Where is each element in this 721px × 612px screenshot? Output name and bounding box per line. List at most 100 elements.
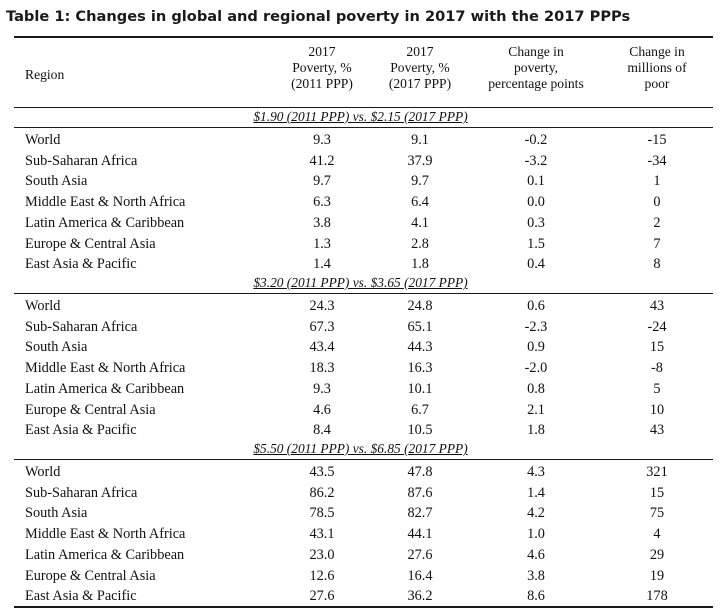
table-row: World 24.3 24.8 0.6 43	[0, 296, 721, 316]
table-row: East Asia & Pacific 1.4 1.8 0.4 8	[0, 254, 721, 274]
change-pp-cell: 0.9	[527, 339, 545, 356]
header-poverty-2011: 2017 Poverty, % (2011 PPP)	[272, 44, 372, 92]
header-poverty-2011-line1: 2017	[308, 44, 336, 59]
change-millions-cell: -24	[647, 318, 667, 335]
change-millions-cell: 75	[649, 505, 665, 522]
poverty-2011-cell: 86.2	[309, 484, 335, 501]
header-change-pp-line2: poverty,	[513, 60, 559, 75]
table-row: East Asia & Pacific 8.4 10.5 1.8 43	[0, 420, 721, 440]
change-millions-cell: 15	[649, 339, 665, 356]
poverty-2017-cell: 4.1	[411, 214, 429, 231]
table-row: East Asia & Pacific 27.6 36.2 8.6 178	[0, 586, 721, 606]
table-row: Latin America & Caribbean 3.8 4.1 0.3 2	[0, 213, 721, 233]
section-label-text: $3.20 (2011 PPP) vs. $3.65 (2017 PPP)	[253, 275, 468, 290]
table-row: South Asia 9.7 9.7 0.1 1	[0, 171, 721, 191]
region-cell: South Asia	[25, 173, 88, 190]
poverty-2011-cell: 43.1	[309, 526, 335, 543]
region-cell: Latin America & Caribbean	[25, 380, 185, 397]
header-poverty-2011-line3: (2011 PPP)	[291, 76, 353, 91]
poverty-2017-cell: 2.8	[411, 235, 429, 252]
poverty-2017-cell: 36.2	[407, 588, 433, 605]
change-pp-cell: -2.0	[524, 360, 548, 377]
region-cell: Sub-Saharan Africa	[25, 152, 138, 169]
poverty-2017-cell: 6.4	[411, 194, 429, 211]
section-label-text: $5.50 (2011 PPP) vs. $6.85 (2017 PPP)	[253, 441, 468, 456]
change-millions-cell: 10	[649, 401, 665, 418]
header-change-millions-line2: millions of	[627, 60, 687, 75]
header-rule	[14, 107, 713, 108]
poverty-2011-cell: 24.3	[309, 298, 335, 314]
region-cell: World	[25, 132, 61, 148]
change-millions-cell: 178	[646, 588, 668, 605]
section-rule	[14, 127, 713, 128]
region-cell: Latin America & Caribbean	[25, 546, 185, 563]
poverty-2011-cell: 9.3	[313, 132, 331, 148]
poverty-2017-cell: 87.6	[407, 484, 433, 501]
change-pp-cell: 4.2	[527, 505, 545, 522]
change-pp-cell: 1.8	[527, 422, 545, 439]
poverty-2011-cell: 41.2	[309, 152, 335, 169]
table-title: Table 1: Changes in global and regional …	[6, 8, 631, 25]
header-change-millions: Change in millions of poor	[607, 44, 707, 92]
table-row: Sub-Saharan Africa 86.2 87.6 1.4 15	[0, 483, 721, 503]
region-cell: East Asia & Pacific	[25, 588, 137, 605]
poverty-2011-cell: 6.3	[313, 194, 331, 211]
region-cell: East Asia & Pacific	[25, 256, 137, 273]
region-cell: Europe & Central Asia	[25, 401, 156, 418]
table-row: Europe & Central Asia 1.3 2.8 1.5 7	[0, 234, 721, 254]
change-millions-cell: 8	[653, 256, 661, 273]
change-millions-cell: 1	[653, 173, 661, 190]
poverty-2017-cell: 10.1	[407, 380, 433, 397]
poverty-2017-cell: 16.3	[407, 360, 433, 377]
change-pp-cell: 0.0	[527, 194, 545, 211]
region-cell: World	[25, 298, 61, 314]
table-row: South Asia 43.4 44.3 0.9 15	[0, 337, 721, 357]
table-row: Sub-Saharan Africa 41.2 37.9 -3.2 -34	[0, 151, 721, 171]
poverty-2017-cell: 47.8	[407, 464, 433, 480]
change-pp-cell: 0.3	[527, 214, 545, 231]
poverty-2011-cell: 43.5	[309, 464, 335, 480]
change-pp-cell: 4.3	[527, 464, 545, 480]
change-millions-cell: 43	[649, 422, 665, 439]
poverty-2011-cell: 1.4	[313, 256, 331, 273]
change-millions-cell: 2	[653, 214, 661, 231]
poverty-2011-cell: 12.6	[309, 567, 335, 584]
change-pp-cell: 0.6	[527, 298, 545, 314]
change-pp-cell: 1.0	[527, 526, 545, 543]
poverty-2011-cell: 27.6	[309, 588, 335, 605]
header-change-millions-line1: Change in	[629, 44, 685, 59]
poverty-2017-cell: 6.7	[411, 401, 429, 418]
change-millions-cell: -8	[651, 360, 663, 377]
poverty-2017-cell: 27.6	[407, 546, 433, 563]
change-millions-cell: -34	[647, 152, 667, 169]
region-cell: Europe & Central Asia	[25, 235, 156, 252]
poverty-2011-cell: 1.3	[313, 235, 331, 252]
poverty-2011-cell: 8.4	[313, 422, 331, 439]
poverty-2017-cell: 44.3	[407, 339, 433, 356]
change-pp-cell: -3.2	[524, 152, 548, 169]
table-row: Middle East & North Africa 18.3 16.3 -2.0 -8	[0, 358, 721, 378]
table-row: Middle East & North Africa 43.1 44.1 1.0 4	[0, 524, 721, 544]
header-change-millions-line3: poor	[644, 76, 670, 91]
header-poverty-2017: 2017 Poverty, % (2017 PPP)	[370, 44, 470, 92]
poverty-2011-cell: 9.3	[313, 380, 331, 397]
poverty-2017-cell: 16.4	[407, 567, 433, 584]
poverty-2011-cell: 4.6	[313, 401, 331, 418]
change-pp-cell: 3.8	[527, 567, 545, 584]
poverty-2017-cell: 9.1	[411, 132, 429, 148]
change-millions-cell: 7	[653, 235, 661, 252]
poverty-2017-cell: 65.1	[407, 318, 433, 335]
poverty-2017-cell: 37.9	[407, 152, 433, 169]
change-millions-cell: 19	[649, 567, 665, 584]
region-cell: South Asia	[25, 505, 88, 522]
header-change-pp-line1: Change in	[508, 44, 564, 59]
change-pp-cell: 4.6	[527, 546, 545, 563]
poverty-2011-cell: 9.7	[313, 173, 331, 190]
table-row: Latin America & Caribbean 23.0 27.6 4.6 29	[0, 545, 721, 565]
change-pp-cell: 1.5	[527, 235, 545, 252]
poverty-2017-cell: 24.8	[407, 298, 433, 314]
region-cell: Middle East & North Africa	[25, 360, 186, 377]
region-cell: Middle East & North Africa	[25, 526, 186, 543]
header-poverty-2017-line3: (2017 PPP)	[388, 76, 452, 91]
header-poverty-2017-line2: Poverty, %	[390, 60, 450, 75]
